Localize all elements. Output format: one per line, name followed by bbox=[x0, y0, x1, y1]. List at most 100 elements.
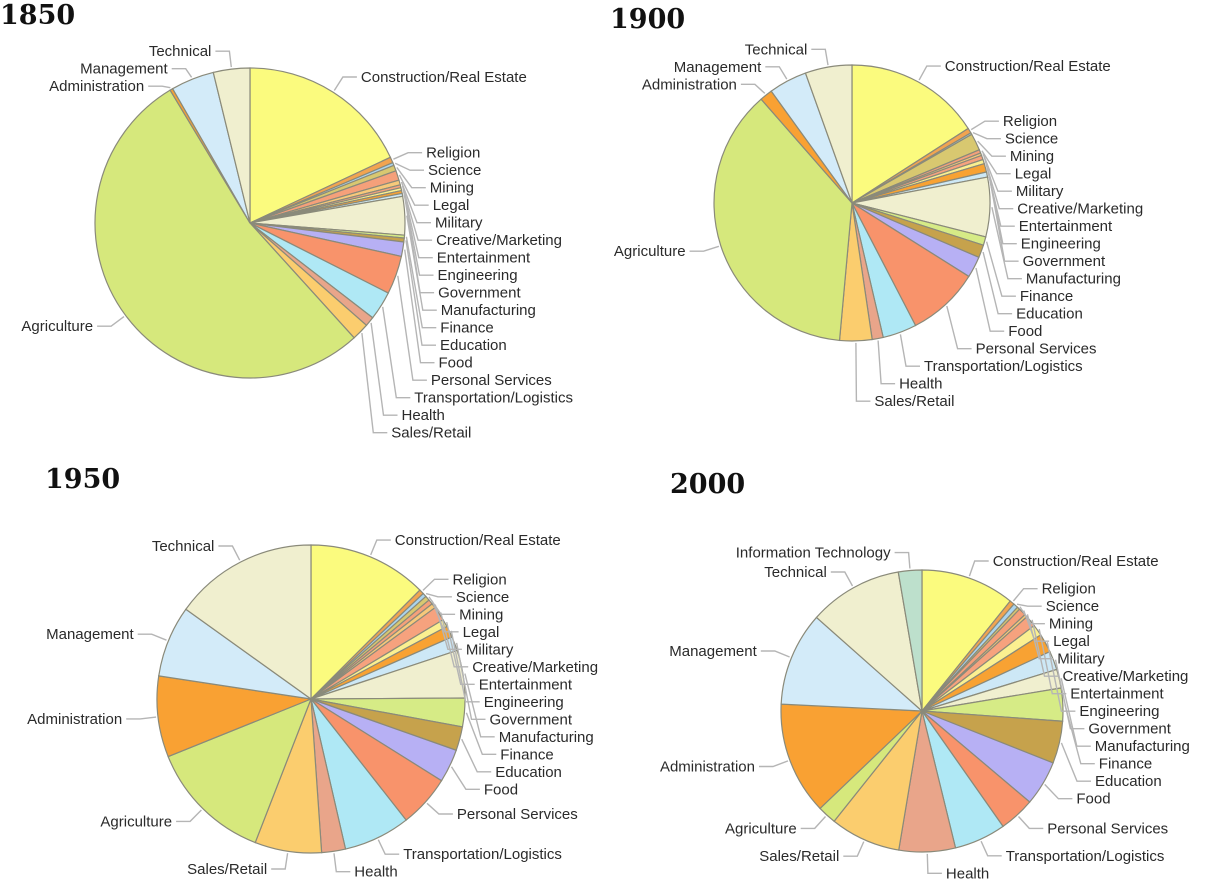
slice-label-legal: Legal bbox=[433, 197, 470, 214]
slice-label-mining: Mining bbox=[1010, 148, 1054, 165]
leader-line bbox=[431, 600, 459, 633]
slice-construction-real-estate bbox=[851, 64, 969, 205]
pie-chart-2000: 2000 Construction/Real Estate ReligionScie… bbox=[660, 469, 1190, 880]
slice-label-military: Military bbox=[466, 641, 514, 658]
slice-label-religion: Religion bbox=[1042, 581, 1096, 598]
slice-label-health: Health bbox=[946, 865, 989, 880]
slice-label-technical: Technical bbox=[745, 41, 808, 58]
leader-line bbox=[981, 150, 1011, 175]
slice-label-government: Government bbox=[438, 285, 521, 302]
leader-line bbox=[406, 215, 437, 311]
leader-line bbox=[461, 738, 492, 773]
slice-label-transportation-logistics: Transportation/Logistics bbox=[403, 846, 562, 863]
slice-label-management: Management bbox=[46, 626, 134, 643]
leader-line bbox=[361, 333, 388, 434]
slice-label-religion: Religion bbox=[426, 145, 480, 162]
slice-construction-real-estate bbox=[310, 544, 421, 701]
leader-line bbox=[1038, 628, 1067, 695]
leader-line bbox=[370, 322, 398, 416]
slice-label-construction-real-estate: Construction/Real Estate bbox=[993, 553, 1159, 570]
slice-label-manufacturing: Manufacturing bbox=[441, 302, 536, 319]
slice-label-health: Health bbox=[354, 864, 397, 880]
slice-administration bbox=[780, 703, 924, 810]
slice-label-agriculture: Agriculture bbox=[21, 318, 93, 335]
slice-label-entertainment: Entertainment bbox=[1019, 218, 1113, 235]
slice-label-transportation-logistics: Transportation/Logistics bbox=[924, 358, 1083, 375]
leader-line bbox=[176, 809, 202, 823]
leader-line bbox=[218, 545, 241, 561]
leader-line bbox=[401, 185, 433, 241]
slice-label-finance: Finance bbox=[500, 746, 553, 763]
leader-line bbox=[396, 166, 426, 189]
leader-line bbox=[982, 251, 1013, 315]
leader-line bbox=[446, 621, 475, 685]
slice-label-agriculture: Agriculture bbox=[725, 820, 797, 837]
leader-line bbox=[450, 630, 480, 703]
slice-label-management: Management bbox=[80, 61, 168, 78]
leader-line bbox=[405, 236, 437, 329]
leader-line bbox=[1017, 816, 1044, 830]
slice-label-legal: Legal bbox=[463, 624, 500, 641]
leader-line bbox=[830, 571, 854, 587]
slice-label-military: Military bbox=[1057, 651, 1105, 668]
leader-line bbox=[271, 853, 289, 870]
slice-label-agriculture: Agriculture bbox=[100, 813, 172, 830]
leader-line bbox=[404, 249, 435, 364]
slice-label-transportation-logistics: Transportation/Logistics bbox=[414, 390, 573, 407]
slice-construction-real-estate bbox=[921, 569, 1012, 713]
pie-chart-1850: 1850 Construction/Real Estate ReligionScie… bbox=[0, 0, 573, 442]
leader-line bbox=[1044, 783, 1073, 800]
slice-label-legal: Legal bbox=[1015, 166, 1052, 183]
leader-line bbox=[333, 853, 351, 873]
slice-label-sales-retail: Sales/Retail bbox=[391, 425, 471, 442]
leader-line bbox=[393, 152, 423, 160]
leader-line bbox=[148, 85, 171, 89]
leader-line bbox=[740, 83, 766, 94]
slice-label-personal-services: Personal Services bbox=[431, 372, 552, 389]
leader-line bbox=[377, 839, 400, 855]
slice-label-administration: Administration bbox=[27, 711, 122, 728]
slice-label-manufacturing: Manufacturing bbox=[1095, 738, 1190, 755]
slice-label-agriculture: Agriculture bbox=[614, 243, 686, 260]
slice-label-education: Education bbox=[1016, 306, 1083, 323]
leader-line bbox=[986, 167, 1017, 245]
slice-label-engineering: Engineering bbox=[1021, 236, 1101, 253]
slice-label-construction-real-estate: Construction/Real Estate bbox=[395, 532, 561, 549]
leader-line bbox=[1054, 659, 1085, 730]
leader-line bbox=[171, 68, 193, 78]
slice-label-entertainment: Entertainment bbox=[479, 676, 573, 693]
slice-label-manufacturing: Manufacturing bbox=[499, 729, 594, 746]
leader-line bbox=[765, 66, 788, 80]
leader-line bbox=[1012, 588, 1038, 602]
slice-label-administration: Administration bbox=[660, 759, 755, 776]
slice-label-government: Government bbox=[1088, 721, 1171, 738]
slice-technical bbox=[185, 544, 312, 701]
leader-line bbox=[400, 181, 431, 224]
leader-line bbox=[760, 650, 790, 658]
leader-line bbox=[899, 334, 920, 367]
leader-line bbox=[137, 633, 167, 641]
leader-line bbox=[370, 539, 391, 556]
leader-line bbox=[126, 716, 157, 720]
slice-label-science: Science bbox=[428, 162, 481, 179]
slice-label-construction-real-estate: Construction/Real Estate bbox=[945, 58, 1111, 75]
leader-line bbox=[440, 612, 469, 668]
slice-label-mining: Mining bbox=[430, 180, 474, 197]
leader-line bbox=[946, 305, 972, 350]
slice-management bbox=[780, 616, 924, 712]
slice-label-education: Education bbox=[440, 337, 507, 354]
slice-label-health: Health bbox=[899, 376, 942, 393]
leader-line bbox=[894, 551, 911, 569]
leader-line bbox=[425, 592, 452, 598]
leader-line bbox=[977, 140, 1006, 157]
slice-label-sales-retail: Sales/Retail bbox=[874, 393, 954, 410]
slice-label-finance: Finance bbox=[1099, 756, 1152, 773]
slice-technical bbox=[815, 571, 923, 713]
slice-label-construction-real-estate: Construction/Real Estate bbox=[361, 69, 527, 86]
slice-label-information-technology: Information Technology bbox=[736, 545, 891, 562]
slice-label-creative-marketing: Creative/Marketing bbox=[1063, 668, 1189, 685]
slice-label-engineering: Engineering bbox=[1079, 703, 1159, 720]
chart-title: 1900 bbox=[610, 4, 685, 35]
slice-label-personal-services: Personal Services bbox=[976, 341, 1097, 358]
